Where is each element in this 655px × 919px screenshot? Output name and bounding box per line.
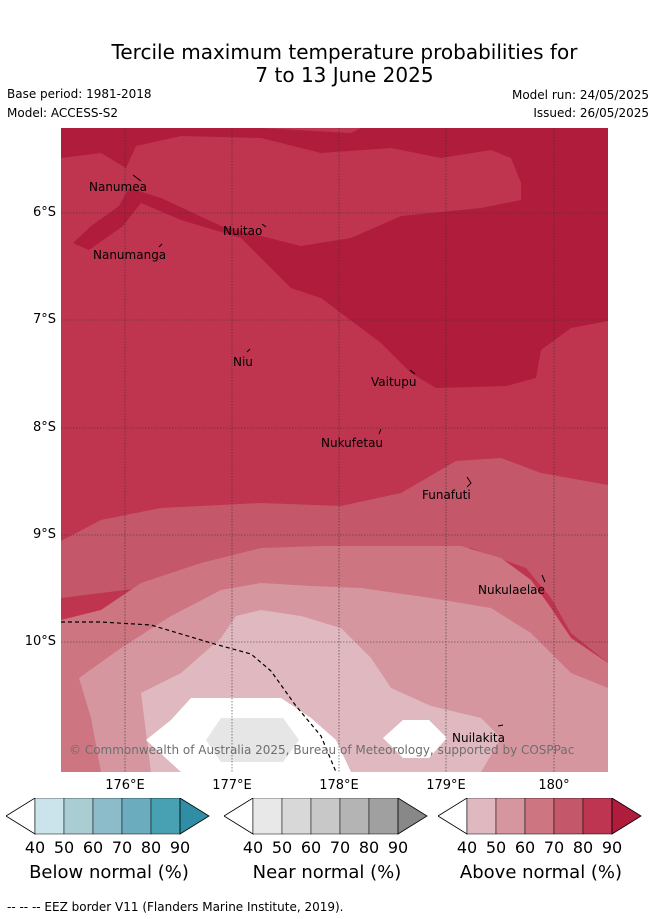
- place-label: Nuilakita: [452, 731, 505, 745]
- tick-label: 90: [601, 838, 623, 857]
- near-normal-colorbar: [224, 798, 428, 835]
- colorbar-segment: [121, 798, 152, 835]
- copyright-notice: © Commonwealth of Australia 2025, Bureau…: [69, 743, 574, 757]
- lon-label: 177°E: [212, 778, 252, 793]
- tick-label: 40: [24, 838, 46, 857]
- lon-label: 180°: [538, 778, 570, 793]
- place-label: Nanumea: [89, 180, 147, 194]
- colorbar-segment: [339, 798, 370, 835]
- tick-label: 60: [82, 838, 104, 857]
- tick-label: 40: [456, 838, 478, 857]
- title-line-2: 7 to 13 June 2025: [255, 63, 434, 87]
- colorbar-extend-low: [224, 798, 254, 835]
- colorbar-segment: [34, 798, 65, 835]
- lat-label: 10°S: [24, 634, 56, 649]
- colorbar-extend-high: [397, 798, 428, 835]
- graticule: [61, 128, 608, 772]
- colorbar-segment: [310, 798, 341, 835]
- tick-label: 50: [485, 838, 507, 857]
- colorbar-segment: [63, 798, 94, 835]
- lat-label: 9°S: [32, 527, 56, 542]
- place-label: Niu: [233, 355, 253, 369]
- colorbar-extend-high: [611, 798, 642, 835]
- tick-label: 40: [242, 838, 264, 857]
- colorbar-segment: [553, 798, 584, 835]
- tick-label: 80: [140, 838, 162, 857]
- colorbar-segment: [150, 798, 181, 835]
- tick-label: 80: [358, 838, 380, 857]
- colorbar-segment: [281, 798, 312, 835]
- above-normal-colorbar: [438, 798, 642, 835]
- colorbar-extend-low: [6, 798, 36, 835]
- colorbar-extend-low: [438, 798, 468, 835]
- probability-map: Nanumea Nuitao Nanumanga Niu Vaitupu Nuk…: [61, 128, 608, 772]
- tick-label: 70: [111, 838, 133, 857]
- lon-label: 178°E: [319, 778, 359, 793]
- place-label: Nanumanga: [93, 248, 166, 262]
- band-70-80-inner: [126, 136, 521, 246]
- model-run: Model run: 24/05/2025: [511, 88, 649, 102]
- tick-label: 70: [543, 838, 565, 857]
- tick-label: 70: [329, 838, 351, 857]
- lat-label: 7°S: [32, 312, 56, 327]
- colorbar-segment: [466, 798, 497, 835]
- colorbar-segment: [368, 798, 399, 835]
- tick-label: 90: [387, 838, 409, 857]
- tick-label: 60: [300, 838, 322, 857]
- eez-border: [61, 621, 337, 772]
- place-label: Vaitupu: [371, 375, 417, 389]
- tick-label: 60: [514, 838, 536, 857]
- tick-label: 50: [271, 838, 293, 857]
- issued-date: Issued: 26/05/2025: [533, 106, 649, 120]
- place-label: Nuitao: [223, 224, 262, 238]
- colorbar-segment: [252, 798, 283, 835]
- tick-label: 90: [169, 838, 191, 857]
- map-title: Tercile maximum temperature probabilitie…: [0, 41, 655, 87]
- tick-label: 80: [572, 838, 594, 857]
- colorbar-segment: [582, 798, 613, 835]
- place-label: Nukufetau: [321, 436, 383, 450]
- above-normal-title: Above normal (%): [459, 862, 623, 883]
- place-label: Funafuti: [422, 488, 471, 502]
- colorbar-extend-high: [179, 798, 210, 835]
- colorbar-segment: [495, 798, 526, 835]
- below-normal-title: Below normal (%): [29, 862, 189, 883]
- colorbar-segment: [524, 798, 555, 835]
- lat-label: 6°S: [32, 205, 56, 220]
- below-normal-colorbar: [6, 798, 210, 835]
- colorbar-segment: [92, 798, 123, 835]
- model-name: Model: ACCESS-S2: [7, 106, 119, 120]
- tick-label: 50: [53, 838, 75, 857]
- near-normal-grey: [206, 718, 299, 762]
- title-line-1: Tercile maximum temperature probabilitie…: [111, 40, 578, 64]
- lat-label: 8°S: [32, 420, 56, 435]
- base-period: Base period: 1981-2018: [7, 87, 152, 101]
- islands: [132, 174, 546, 727]
- lon-label: 176°E: [105, 778, 145, 793]
- eez-legend: -- -- -- EEZ border V11 (Flanders Marine…: [7, 900, 344, 914]
- place-label: Nukulaelae: [478, 583, 545, 597]
- near-normal-title: Near normal (%): [252, 862, 402, 883]
- white-area-east: [383, 720, 447, 758]
- lon-label: 179°E: [426, 778, 466, 793]
